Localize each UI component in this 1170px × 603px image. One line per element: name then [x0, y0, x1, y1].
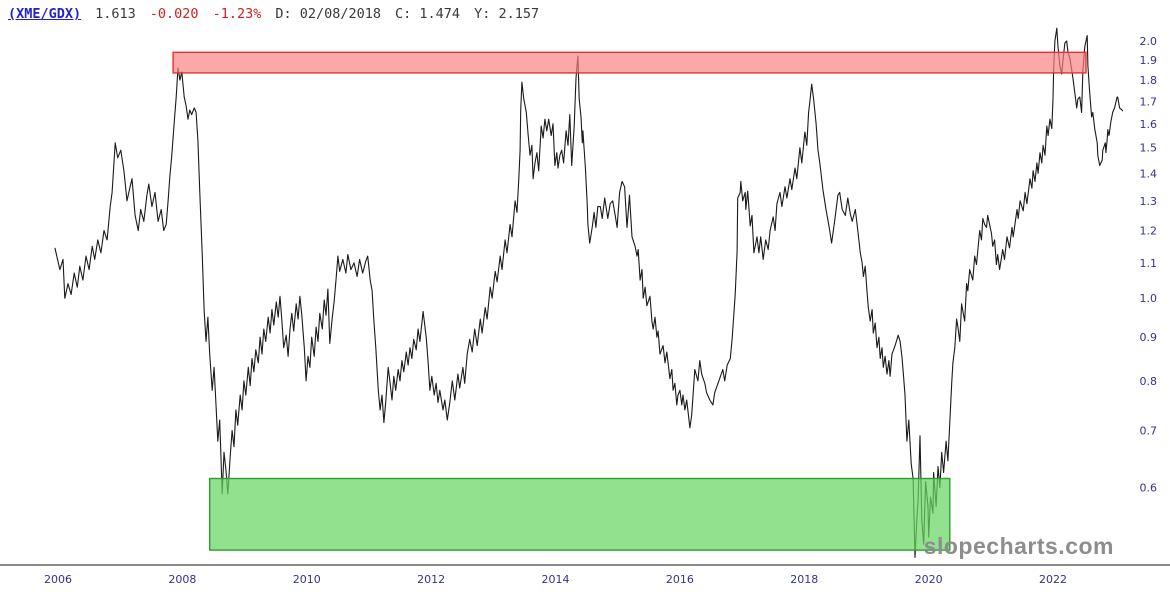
y-tick-label: 1.4 [1140, 167, 1158, 180]
resistance-zone[interactable] [172, 51, 1087, 74]
x-tick-label: 2020 [915, 573, 943, 586]
x-tick-label: 2006 [44, 573, 72, 586]
x-tick-label: 2008 [168, 573, 196, 586]
x-tick-label: 2016 [666, 573, 694, 586]
y-tick-label: 2.0 [1140, 35, 1158, 48]
crosshair-close: C: 1.474 [395, 6, 461, 22]
y-tick-label: 1.3 [1140, 195, 1158, 208]
x-tick-label: 2010 [293, 573, 321, 586]
y-tick-label: 1.9 [1140, 54, 1158, 67]
crosshair-date: D: 02/08/2018 [275, 6, 382, 22]
support-zone[interactable] [208, 477, 951, 551]
x-tick-label: 2018 [790, 573, 818, 586]
watermark-text: slopecharts.com [923, 533, 1114, 559]
y-tick-label: 1.0 [1140, 292, 1158, 305]
y-tick-label: 1.1 [1140, 257, 1158, 270]
y-tick-label: 1.5 [1140, 142, 1158, 155]
y-tick-label: 0.9 [1140, 331, 1158, 344]
quote-header: (XME/GDX) 1.613 -0.020 -1.23% D: 02/08/2… [8, 4, 539, 24]
y-tick-label: 0.6 [1140, 482, 1158, 495]
symbol-link[interactable]: (XME/GDX) [8, 6, 82, 22]
year-high: Y: 2.157 [474, 6, 540, 22]
x-tick-label: 2014 [542, 573, 570, 586]
last-price: 1.613 [95, 6, 136, 22]
y-tick-label: 0.8 [1140, 375, 1158, 388]
axis-separator-line [0, 564, 1170, 566]
y-tick-label: 1.7 [1140, 95, 1158, 108]
y-tick-label: 0.7 [1140, 424, 1158, 437]
x-tick-label: 2022 [1039, 573, 1067, 586]
price-change-percent: -1.23% [212, 6, 262, 22]
x-tick-label: 2012 [417, 573, 445, 586]
y-tick-label: 1.8 [1140, 74, 1158, 87]
price-change: -0.020 [149, 6, 199, 22]
y-tick-label: 1.2 [1140, 225, 1158, 238]
price-line [54, 27, 1124, 559]
y-tick-label: 1.6 [1140, 118, 1158, 131]
